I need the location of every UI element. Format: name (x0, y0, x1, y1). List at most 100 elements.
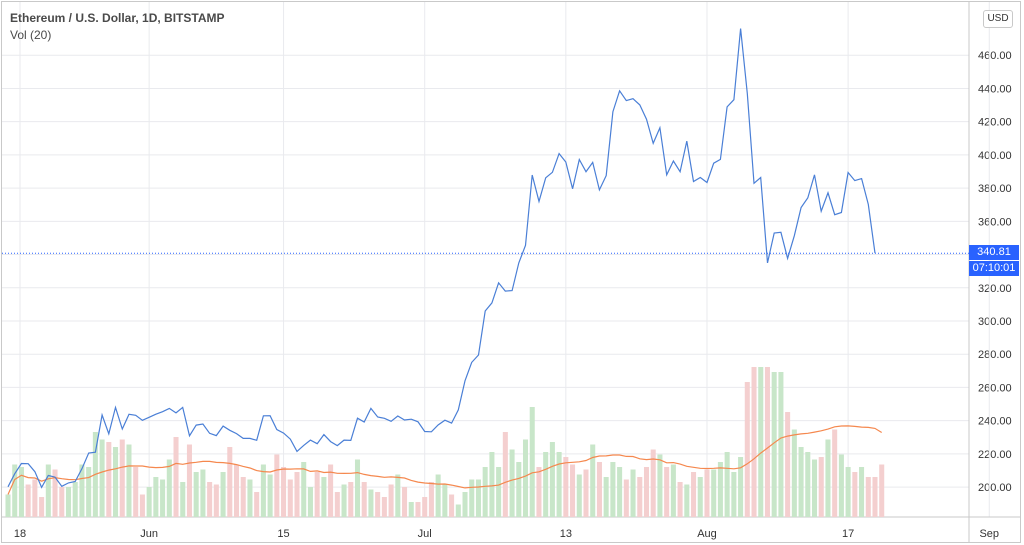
volume-bar (764, 367, 770, 517)
volume-bar (408, 502, 414, 517)
volume-bar (133, 467, 139, 517)
volume-bar (381, 497, 387, 517)
volume-bar (227, 447, 233, 517)
volume-bar (556, 452, 562, 517)
x-tick-label: Jul (418, 528, 432, 540)
volume-bar (865, 477, 871, 517)
volume-bar (247, 479, 253, 517)
volume-bar (160, 479, 166, 517)
volume-bar (106, 442, 112, 517)
volume-bar (630, 469, 636, 517)
volume-bar (462, 492, 468, 517)
volume-bar (778, 372, 784, 517)
volume-bar (684, 484, 690, 517)
volume-bar (348, 482, 354, 517)
y-tick-label: 200.00 (978, 482, 1012, 494)
volume-bar (301, 462, 307, 517)
x-tick-label: 18 (14, 528, 26, 540)
volume-bar (482, 467, 488, 517)
volume-bar (113, 447, 119, 517)
volume-bar (717, 462, 723, 517)
volume-bar (724, 452, 730, 517)
volume-bar (852, 472, 858, 517)
volume-bar (18, 467, 24, 517)
volume-bar (52, 469, 58, 517)
volume-bar (173, 437, 179, 517)
y-tick-label: 320.00 (978, 283, 1012, 295)
volume-bar (758, 367, 764, 517)
volume-bar (449, 494, 455, 517)
volume-bar (657, 454, 663, 517)
volume-bar (233, 464, 240, 517)
volume-bar (603, 477, 609, 517)
x-tick-label: 13 (560, 528, 572, 540)
volume-bar (39, 497, 45, 517)
volume-bar (751, 367, 757, 517)
volume-bar (738, 457, 744, 517)
y-tick-label: 460.00 (978, 50, 1012, 62)
volume-bar (72, 482, 78, 517)
volume-bar (798, 447, 804, 517)
volume-bar (664, 467, 670, 517)
volume-bar (207, 482, 213, 517)
y-tick-label: 380.00 (978, 183, 1012, 195)
volume-bar (402, 487, 408, 517)
volume-bar (395, 474, 401, 517)
price-line (7, 28, 876, 489)
volume-bar (126, 444, 132, 517)
y-tick-label: 440.00 (978, 83, 1012, 95)
volume-bar (213, 484, 219, 517)
volume-bar (321, 477, 327, 517)
volume-bar (818, 457, 824, 517)
volume-bar (771, 372, 777, 517)
volume-bar (677, 482, 683, 517)
volume-bar (872, 477, 878, 517)
volume-bar (845, 467, 851, 517)
x-tick-label: 17 (842, 528, 854, 540)
volume-bar (146, 487, 152, 517)
volume-bar (86, 467, 92, 517)
volume-bar (522, 439, 529, 517)
volume-bar (811, 459, 818, 517)
symbol-title[interactable]: Ethereum / U.S. Dollar, 1D, BITSTAMP (10, 11, 225, 25)
volume-bar (354, 459, 361, 517)
volume-bar (32, 479, 38, 517)
volume-bar (328, 464, 334, 517)
volume-bar (509, 449, 515, 517)
volume-bar (650, 449, 656, 517)
volume-bar (570, 464, 576, 517)
volume-bar (45, 464, 51, 517)
y-tick-label: 400.00 (978, 150, 1012, 162)
volume-bar (805, 452, 811, 517)
volume-bar (260, 464, 266, 517)
volume-bar (583, 469, 589, 517)
volume-bar (79, 464, 85, 517)
volume-bar (711, 469, 717, 517)
volume-bar (240, 477, 246, 517)
volume-bar (825, 439, 831, 517)
y-tick-label: 300.00 (978, 316, 1012, 328)
volume-bar (859, 467, 865, 517)
volume-bar (254, 492, 260, 517)
volume-bar (744, 382, 750, 517)
volume-bar (543, 452, 549, 517)
volume-bar (879, 464, 885, 517)
volume-bar (832, 429, 838, 517)
volume-bar (334, 492, 340, 517)
last-price-label: 340.81 (969, 245, 1019, 261)
volume-bar (422, 497, 428, 517)
volume-bar (549, 442, 555, 517)
volume-bar (200, 469, 206, 517)
currency-button[interactable]: USD (983, 10, 1013, 28)
volume-bar (287, 479, 293, 517)
volume-bar (274, 454, 280, 517)
volume-bar (590, 444, 596, 517)
volume-bar (469, 479, 475, 517)
volume-legend[interactable]: Vol (20) (10, 28, 52, 42)
volume-bar (415, 502, 421, 517)
y-tick-label: 360.00 (978, 216, 1012, 228)
volume-bar (65, 487, 72, 517)
volume-bar (596, 462, 602, 517)
volume-bar (25, 484, 31, 517)
